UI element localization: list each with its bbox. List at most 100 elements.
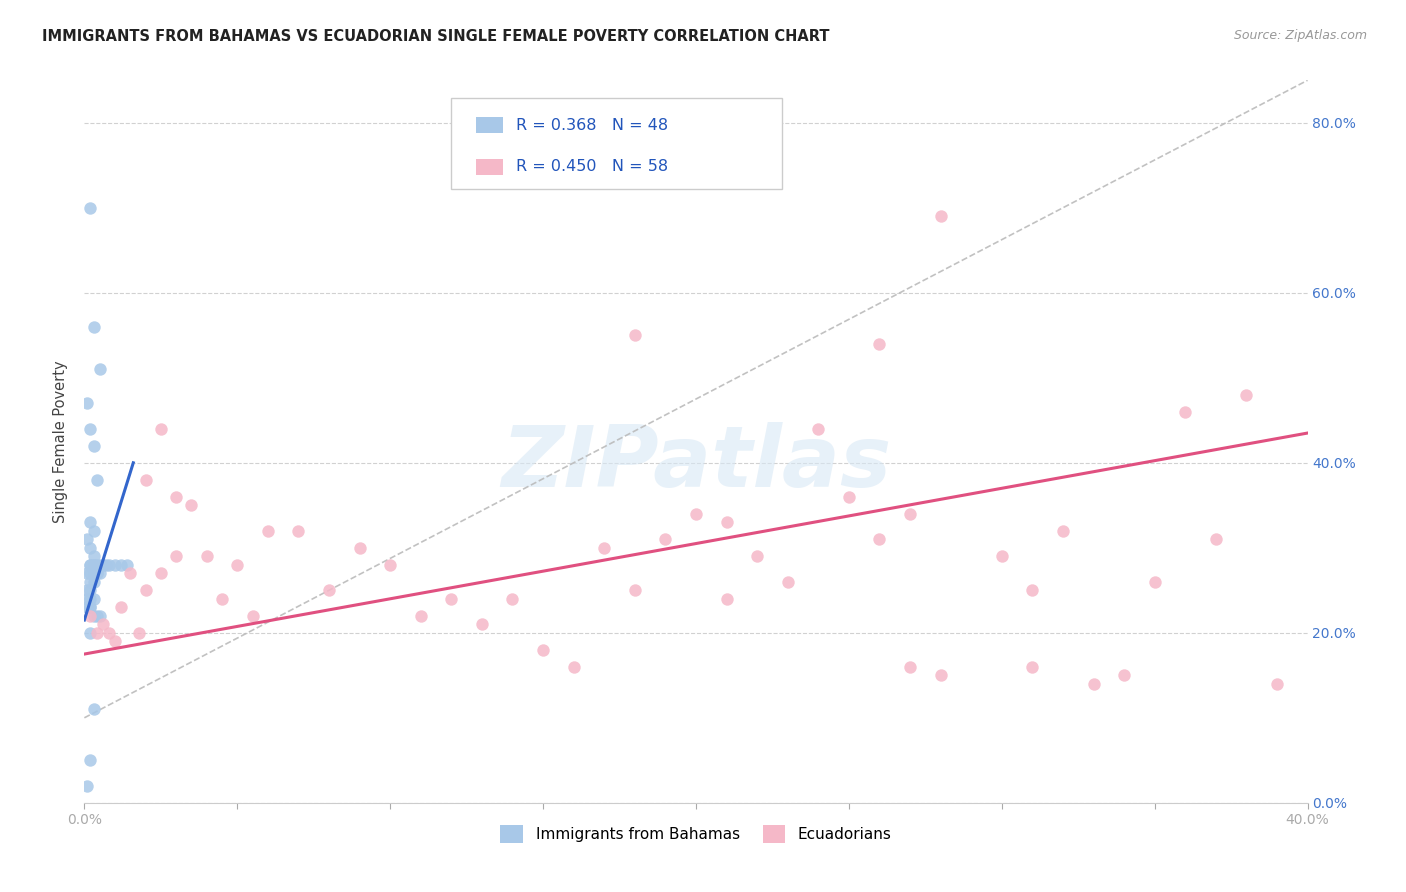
Point: [440, 591, 463, 606]
Point: [79, 625, 101, 640]
Point: [83, 319, 105, 334]
Point: [83, 524, 105, 538]
Point: [110, 558, 132, 572]
Point: [83, 608, 105, 623]
Point: [128, 625, 150, 640]
Point: [135, 583, 157, 598]
Point: [380, 558, 402, 572]
Point: [89, 558, 111, 572]
Point: [86, 566, 108, 581]
Point: [76, 600, 98, 615]
Point: [242, 608, 264, 623]
Point: [685, 507, 707, 521]
Point: [79, 201, 101, 215]
Point: [79, 541, 101, 555]
Point: [747, 549, 769, 564]
Point: [79, 558, 101, 572]
Point: [1174, 405, 1197, 419]
Point: [1052, 524, 1074, 538]
Point: [79, 516, 101, 530]
Point: [776, 574, 799, 589]
Point: [79, 591, 101, 606]
Point: [76, 591, 98, 606]
Point: [91, 558, 114, 572]
Point: [83, 591, 105, 606]
Y-axis label: Single Female Poverty: Single Female Poverty: [53, 360, 69, 523]
Point: [349, 541, 371, 555]
Point: [257, 524, 280, 538]
Point: [89, 608, 111, 623]
Point: [135, 473, 157, 487]
Point: [1205, 533, 1227, 547]
Point: [86, 558, 108, 572]
Point: [149, 422, 172, 436]
Point: [409, 608, 432, 623]
Point: [110, 600, 132, 615]
Point: [86, 566, 108, 581]
Point: [211, 591, 233, 606]
Point: [929, 209, 952, 223]
Point: [76, 396, 98, 410]
Point: [79, 600, 101, 615]
Point: [165, 549, 187, 564]
Point: [929, 668, 952, 682]
Point: [83, 558, 105, 572]
FancyBboxPatch shape: [451, 98, 782, 189]
Point: [869, 533, 891, 547]
Point: [807, 422, 830, 436]
Point: [502, 591, 524, 606]
Point: [79, 608, 101, 623]
Point: [76, 779, 98, 793]
Point: [869, 336, 891, 351]
Text: IMMIGRANTS FROM BAHAMAS VS ECUADORIAN SINGLE FEMALE POVERTY CORRELATION CHART: IMMIGRANTS FROM BAHAMAS VS ECUADORIAN SI…: [42, 29, 830, 45]
FancyBboxPatch shape: [475, 117, 503, 133]
Point: [79, 753, 101, 767]
Point: [149, 566, 172, 581]
Point: [104, 634, 127, 648]
Point: [83, 574, 105, 589]
Point: [226, 558, 249, 572]
Point: [79, 600, 101, 615]
Point: [94, 558, 117, 572]
Point: [898, 660, 921, 674]
Point: [562, 660, 585, 674]
Point: [76, 533, 98, 547]
Point: [624, 328, 647, 343]
Legend: Immigrants from Bahamas, Ecuadorians: Immigrants from Bahamas, Ecuadorians: [495, 819, 897, 849]
Point: [76, 566, 98, 581]
Point: [83, 558, 105, 572]
Point: [86, 625, 108, 640]
FancyBboxPatch shape: [475, 159, 503, 175]
Point: [104, 558, 127, 572]
Point: [898, 507, 921, 521]
Point: [165, 490, 187, 504]
Point: [593, 541, 616, 555]
Point: [79, 574, 101, 589]
Point: [83, 566, 105, 581]
Text: R = 0.368   N = 48: R = 0.368 N = 48: [516, 118, 668, 133]
Point: [1021, 583, 1043, 598]
Point: [838, 490, 860, 504]
Point: [76, 583, 98, 598]
Point: [79, 583, 101, 598]
Point: [624, 583, 647, 598]
Point: [86, 473, 108, 487]
Point: [120, 566, 142, 581]
Text: Source: ZipAtlas.com: Source: ZipAtlas.com: [1233, 29, 1367, 43]
Point: [79, 422, 101, 436]
Point: [716, 591, 738, 606]
Point: [83, 566, 105, 581]
Point: [1265, 677, 1288, 691]
Point: [1143, 574, 1166, 589]
Point: [1236, 388, 1258, 402]
Point: [86, 608, 108, 623]
Text: R = 0.450   N = 58: R = 0.450 N = 58: [516, 160, 668, 174]
Point: [287, 524, 309, 538]
Point: [180, 498, 202, 512]
Point: [97, 625, 120, 640]
Point: [83, 549, 105, 564]
Point: [97, 558, 120, 572]
Point: [79, 566, 101, 581]
Point: [115, 558, 138, 572]
Point: [318, 583, 340, 598]
